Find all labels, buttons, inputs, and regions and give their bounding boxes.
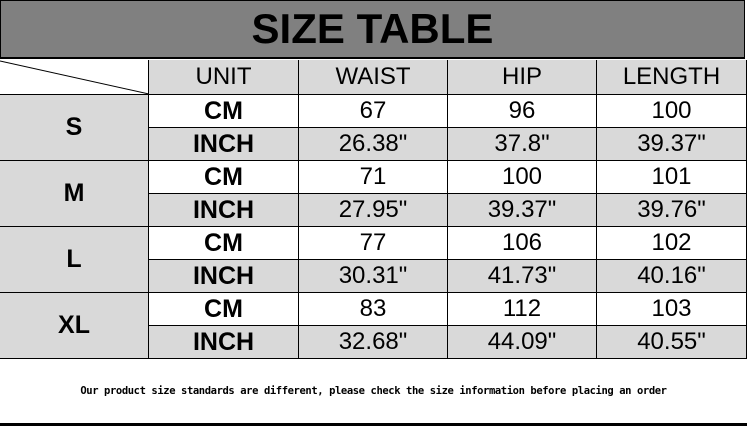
diagonal-line [0,60,149,95]
inch-length-cell: 39.37" [597,128,747,161]
inch-hip-cell: 44.09" [448,326,597,359]
cm-waist-cell: 71 [299,161,448,194]
size-label: L [0,227,149,293]
inch-waist-cell: 30.31" [299,260,448,293]
footer-note: Our product size standards are different… [0,359,747,426]
inch-unit-cell: INCH [149,260,299,293]
cm-hip-cell: 112 [448,293,597,326]
inch-hip-cell: 39.37" [448,194,597,227]
inch-unit-cell: INCH [149,194,299,227]
cm-waist-cell: 77 [299,227,448,260]
cm-unit-cell: CM [149,161,299,194]
inch-waist-cell: 32.68" [299,326,448,359]
header-waist: WAIST [299,60,448,95]
header-unit: UNIT [149,60,299,95]
inch-unit-cell: INCH [149,326,299,359]
cm-unit-cell: CM [149,293,299,326]
inch-waist-cell: 27.95" [299,194,448,227]
cm-length-cell: 103 [597,293,747,326]
inch-length-cell: 40.16" [597,260,747,293]
inch-length-cell: 39.76" [597,194,747,227]
cm-hip-cell: 100 [448,161,597,194]
inch-waist-cell: 26.38" [299,128,448,161]
cm-hip-cell: 96 [448,95,597,128]
header-length: LENGTH [597,60,747,95]
cm-length-cell: 101 [597,161,747,194]
cm-waist-cell: 83 [299,293,448,326]
size-label: M [0,161,149,227]
size-label: S [0,95,149,161]
cm-unit-cell: CM [149,227,299,260]
cm-hip-cell: 106 [448,227,597,260]
size-table: UNIT WAIST HIP LENGTH S CM 67 96 100 INCH 26.3… [0,60,747,359]
cm-unit-cell: CM [149,95,299,128]
inch-length-cell: 40.55" [597,326,747,359]
cm-length-cell: 102 [597,227,747,260]
cm-waist-cell: 67 [299,95,448,128]
inch-hip-cell: 37.8" [448,128,597,161]
inch-unit-cell: INCH [149,128,299,161]
header-hip: HIP [448,60,597,95]
size-label: XL [0,293,149,359]
table-title: SIZE TABLE [0,0,745,59]
inch-hip-cell: 41.73" [448,260,597,293]
diagonal-corner-cell [0,60,149,95]
cm-length-cell: 100 [597,95,747,128]
